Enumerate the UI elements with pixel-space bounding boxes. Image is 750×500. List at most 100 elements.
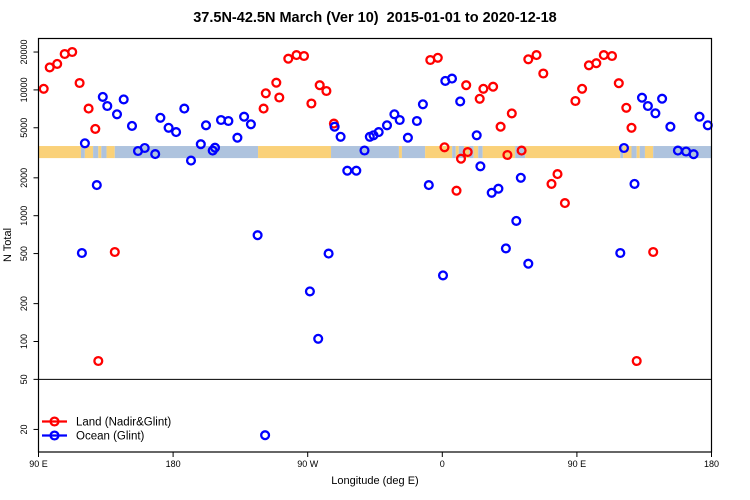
scatter-point-ocean <box>76 247 87 259</box>
scatter-point-land <box>67 46 78 58</box>
scatter-point-ocean <box>245 119 256 130</box>
scatter-point-ocean <box>335 131 346 142</box>
scatter-point-ocean <box>455 96 466 107</box>
map-band-segment-land <box>644 146 654 159</box>
legend: Land (Nadir&Glint) Ocean (Glint) <box>42 416 171 443</box>
x-tick-label: 90 W <box>297 459 319 469</box>
scatter-point-ocean <box>642 100 653 112</box>
scatter-point-land <box>83 103 94 114</box>
map-band-segment-ocean <box>478 146 483 159</box>
scatter-point-land <box>52 58 63 69</box>
map-band-segment-land <box>463 146 470 159</box>
x-tick-label: 90 E <box>568 459 587 469</box>
scatter-point-land <box>478 83 489 94</box>
y-tick-label: 1000 <box>19 206 29 226</box>
y-tick-label: 200 <box>19 296 29 311</box>
x-tick-label: 0 <box>440 459 445 469</box>
legend-ocean-marker-icon <box>49 430 60 441</box>
x-tick-label: 90 E <box>29 459 48 469</box>
map-band-segment-land <box>482 146 516 159</box>
scatter-point-land <box>455 153 467 164</box>
scatter-point-ocean <box>657 93 668 104</box>
scatter-point-ocean <box>155 112 166 123</box>
legend-land-marker-icon <box>49 416 60 427</box>
scatter-point-ocean <box>163 122 174 133</box>
scatter-point-land <box>606 50 618 62</box>
scatter-point-land <box>488 81 499 92</box>
scatter-point-ocean <box>475 161 486 172</box>
scatter-point-land <box>516 145 527 156</box>
scatter-point-ocean <box>260 430 271 441</box>
scatter-point-ocean <box>402 132 413 143</box>
scatter-point-ocean <box>373 127 384 138</box>
scatter-point-land <box>506 108 517 119</box>
map-band-segment-ocean <box>80 146 85 159</box>
scatter-point-ocean <box>150 149 161 160</box>
map-band-segment-ocean <box>452 146 456 159</box>
scatter-point-land <box>451 185 462 196</box>
map-band-segment-land <box>398 146 402 159</box>
scatter-point-land <box>474 93 485 104</box>
scatter-point-land <box>38 83 49 94</box>
scatter-point-land <box>432 52 443 63</box>
scatter-point-land <box>523 54 534 65</box>
y-axis-label: N Total <box>2 228 14 262</box>
map-band-segment-land <box>84 146 94 159</box>
scatter-point-ocean <box>650 108 661 119</box>
map-band-segment-land <box>525 146 621 159</box>
scatter-point-land <box>321 85 332 97</box>
scatter-point-ocean <box>139 142 150 154</box>
map-band-segment-land <box>425 146 453 159</box>
chart-title: 37.5N-42.5N March (Ver 10) 2015-01-01 to… <box>193 10 557 26</box>
scatter-point-ocean <box>223 115 234 127</box>
scatter-point-ocean <box>126 120 138 131</box>
scatter-point-ocean <box>79 138 90 149</box>
map-band-segment-ocean <box>639 146 645 159</box>
scatter-point-ocean <box>515 172 526 183</box>
scatter-point-ocean <box>493 183 504 194</box>
y-tick-label: 20 <box>19 424 29 434</box>
scatter-point-land <box>552 169 563 180</box>
scatter-point-land <box>90 123 101 134</box>
scatter-point-ocean <box>511 215 522 226</box>
scatter-point-land <box>260 88 271 99</box>
scatter-point-ocean <box>471 130 482 141</box>
x-tick-label: 180 <box>166 459 181 469</box>
scatter-point-land <box>271 77 282 88</box>
scatter-point-land <box>495 121 506 132</box>
scatter-point-ocean <box>195 139 206 150</box>
map-band-segment-ocean <box>101 146 107 159</box>
scatter-point-ocean <box>523 258 534 269</box>
y-tick-label: 500 <box>19 246 29 261</box>
scatter-point-ocean <box>252 230 263 241</box>
scatter-point-land <box>631 355 642 367</box>
scatter-point-land <box>74 77 85 89</box>
map-band-segment-land <box>106 146 115 159</box>
scatter-point-ocean <box>185 155 197 166</box>
scatter-point-ocean <box>97 91 108 102</box>
scatter-point-land <box>621 102 632 113</box>
scatter-point-ocean <box>351 165 362 176</box>
legend-ocean-label: Ocean (Glint) <box>76 431 145 443</box>
y-tick-label: 20000 <box>19 40 29 65</box>
map-band-segment-ocean <box>515 146 526 159</box>
scatter-point-land <box>109 246 120 258</box>
map-band-segment-land <box>38 146 81 159</box>
plot-border <box>37 37 713 453</box>
scatter-point-ocean <box>437 270 449 281</box>
scatter-point-ocean <box>446 73 458 84</box>
scatter-point-ocean <box>209 142 221 153</box>
y-tick-label: 5000 <box>19 118 29 138</box>
legend-land-label: Land (Nadir&Glint) <box>76 417 171 429</box>
map-band-segment-land <box>258 146 332 159</box>
scatter-point-ocean <box>381 120 393 131</box>
scatter-point-ocean <box>323 248 334 259</box>
scatter-point-land <box>531 50 542 61</box>
scatter-point-ocean <box>359 145 370 156</box>
scatter-point-land <box>258 103 269 114</box>
scatter-point-land <box>314 80 325 91</box>
scatter-point-ocean <box>694 111 705 122</box>
scatter-point-ocean <box>171 127 182 138</box>
x-tick-label: 180 <box>704 459 719 469</box>
